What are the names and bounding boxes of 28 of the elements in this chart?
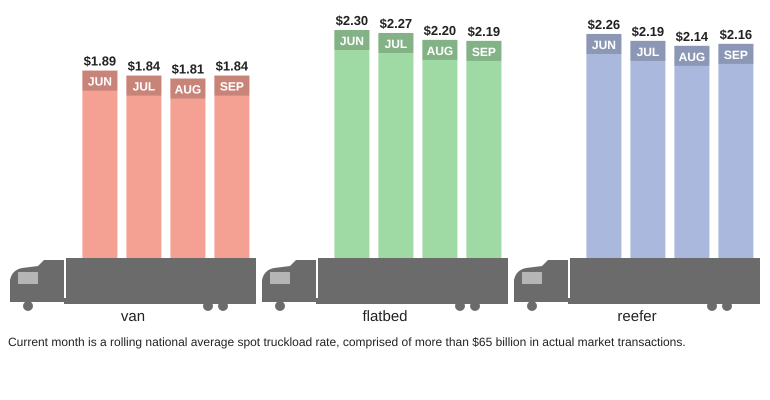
x-axis-title: flatbed bbox=[361, 308, 409, 325]
data-label: $1.84 bbox=[128, 58, 161, 74]
data-label: $2.14 bbox=[676, 28, 709, 44]
data-label: $2.26 bbox=[588, 16, 620, 32]
data-label: $2.20 bbox=[424, 22, 456, 38]
x-axis-title: van bbox=[120, 308, 146, 325]
data-label: $2.16 bbox=[720, 26, 752, 42]
x-axis-title: reefer bbox=[616, 308, 658, 325]
data-label: $2.19 bbox=[632, 24, 664, 39]
x-tick-label: AUG bbox=[678, 50, 706, 64]
x-tick-label: SEP bbox=[724, 48, 748, 62]
x-tick-label: AUG bbox=[174, 82, 202, 97]
x-tick-label: AUG bbox=[426, 44, 454, 58]
text: Current month is a rolling national average spot truckload rate, comprised of more than $65 billion in actual market transactions. bbox=[8, 335, 687, 349]
x-tick-label: SEP bbox=[220, 80, 244, 94]
x-tick-label: JUN bbox=[340, 34, 364, 48]
data-label: $1.84 bbox=[216, 58, 249, 74]
data-label: $1.89 bbox=[84, 54, 116, 69]
x-tick-label: JUL bbox=[132, 80, 156, 94]
data-label: $2.30 bbox=[336, 13, 368, 28]
data-label: $2.27 bbox=[380, 16, 412, 31]
x-tick-label: SEP bbox=[472, 44, 496, 59]
x-tick-label: JUL bbox=[384, 36, 408, 51]
data-label: $2.19 bbox=[468, 24, 500, 39]
x-tick-label: JUN bbox=[592, 38, 616, 52]
x-tick-label: JUN bbox=[88, 74, 112, 89]
data-label: $1.81 bbox=[172, 62, 204, 77]
x-tick-label: JUL bbox=[636, 44, 660, 59]
